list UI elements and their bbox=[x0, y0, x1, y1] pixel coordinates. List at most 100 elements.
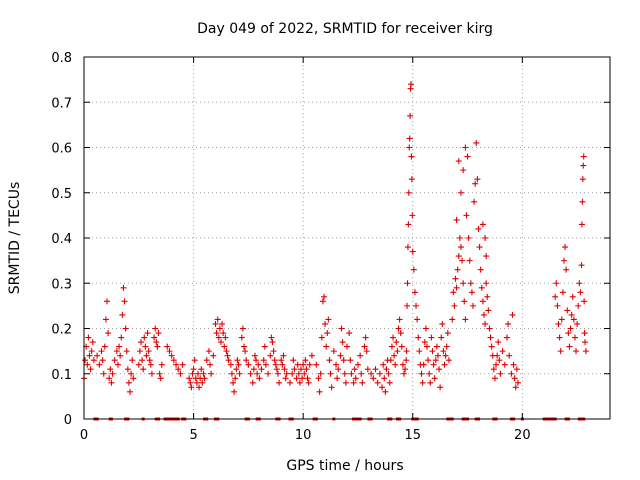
y-tick-label: 0.1 bbox=[51, 368, 72, 383]
data-point bbox=[229, 371, 235, 377]
data-point bbox=[91, 357, 97, 363]
data-point bbox=[305, 375, 311, 381]
data-point bbox=[451, 303, 457, 309]
data-point bbox=[415, 335, 421, 341]
data-point bbox=[579, 262, 585, 268]
data-point bbox=[445, 330, 451, 336]
data-point bbox=[495, 339, 501, 345]
data-point bbox=[492, 375, 498, 381]
data-point bbox=[420, 380, 426, 386]
data-point bbox=[152, 326, 158, 332]
data-point bbox=[231, 389, 237, 395]
data-point bbox=[455, 267, 461, 273]
data-point bbox=[401, 371, 407, 377]
y-tick-label: 0.8 bbox=[51, 51, 72, 66]
data-point bbox=[394, 348, 400, 354]
data-point bbox=[570, 294, 576, 300]
data-point bbox=[239, 335, 245, 341]
data-point bbox=[191, 366, 197, 372]
data-point bbox=[377, 371, 383, 377]
data-point bbox=[307, 362, 313, 368]
data-point bbox=[404, 280, 410, 286]
data-point bbox=[234, 357, 240, 363]
data-point bbox=[482, 235, 488, 241]
data-point bbox=[112, 357, 118, 363]
data-point bbox=[344, 344, 350, 350]
data-point bbox=[142, 344, 148, 350]
data-point bbox=[462, 316, 468, 322]
data-point bbox=[138, 339, 144, 345]
y-tick-labels: 00.10.20.30.40.50.60.70.8 bbox=[51, 51, 72, 428]
data-point bbox=[126, 380, 132, 386]
data-point bbox=[582, 330, 588, 336]
data-point bbox=[437, 384, 443, 390]
data-point bbox=[436, 366, 442, 372]
data-point bbox=[340, 339, 346, 345]
data-point bbox=[558, 348, 564, 354]
y-tick-label: 0.4 bbox=[51, 232, 72, 247]
data-point bbox=[458, 244, 464, 250]
data-point bbox=[480, 298, 486, 304]
data-point bbox=[577, 289, 583, 295]
data-point bbox=[389, 344, 395, 350]
data-point bbox=[145, 330, 151, 336]
data-point bbox=[463, 212, 469, 218]
data-point bbox=[511, 362, 517, 368]
data-point bbox=[462, 145, 468, 151]
data-point bbox=[508, 371, 514, 377]
data-point bbox=[500, 348, 506, 354]
data-point bbox=[434, 344, 440, 350]
chart: Day 049 of 2022, SRMTID for receiver kir… bbox=[0, 0, 640, 480]
data-point bbox=[347, 357, 353, 363]
data-point bbox=[325, 316, 331, 322]
data-point bbox=[405, 221, 411, 227]
data-point bbox=[123, 326, 129, 332]
data-point bbox=[358, 371, 364, 377]
x-tick-label: 20 bbox=[514, 428, 531, 443]
data-point bbox=[328, 371, 334, 377]
data-point bbox=[272, 357, 278, 363]
data-point bbox=[323, 344, 329, 350]
data-point bbox=[319, 335, 325, 341]
data-point bbox=[409, 212, 415, 218]
data-point bbox=[149, 371, 155, 377]
data-point bbox=[94, 353, 100, 359]
data-point bbox=[580, 176, 586, 182]
data-point bbox=[404, 348, 410, 354]
data-point bbox=[269, 339, 275, 345]
data-point bbox=[324, 330, 330, 336]
data-point bbox=[271, 348, 277, 354]
data-point bbox=[488, 335, 494, 341]
x-axis-label: GPS time / hours bbox=[286, 458, 403, 474]
data-point bbox=[581, 298, 587, 304]
data-point bbox=[476, 226, 482, 232]
data-point bbox=[204, 357, 210, 363]
data-point bbox=[306, 380, 312, 386]
data-point bbox=[486, 326, 492, 332]
data-point bbox=[119, 312, 125, 318]
data-point bbox=[274, 366, 280, 372]
data-point bbox=[250, 380, 256, 386]
data-point bbox=[460, 280, 466, 286]
data-point bbox=[412, 289, 418, 295]
data-point bbox=[502, 362, 508, 368]
data-point bbox=[136, 362, 142, 368]
data-point bbox=[375, 380, 381, 386]
data-point bbox=[158, 375, 164, 381]
data-point bbox=[559, 316, 565, 322]
data-point bbox=[309, 353, 315, 359]
data-point bbox=[572, 335, 578, 341]
data-point bbox=[514, 366, 520, 372]
data-point bbox=[207, 362, 213, 368]
data-point bbox=[406, 145, 412, 151]
y-tick-label: 0 bbox=[64, 413, 72, 428]
data-point bbox=[388, 357, 394, 363]
data-point bbox=[450, 289, 456, 295]
data-point bbox=[579, 221, 585, 227]
data-point bbox=[242, 348, 248, 354]
data-point bbox=[555, 321, 561, 327]
data-point bbox=[467, 258, 473, 264]
data-point bbox=[268, 335, 274, 341]
data-point bbox=[457, 235, 463, 241]
data-point bbox=[575, 303, 581, 309]
